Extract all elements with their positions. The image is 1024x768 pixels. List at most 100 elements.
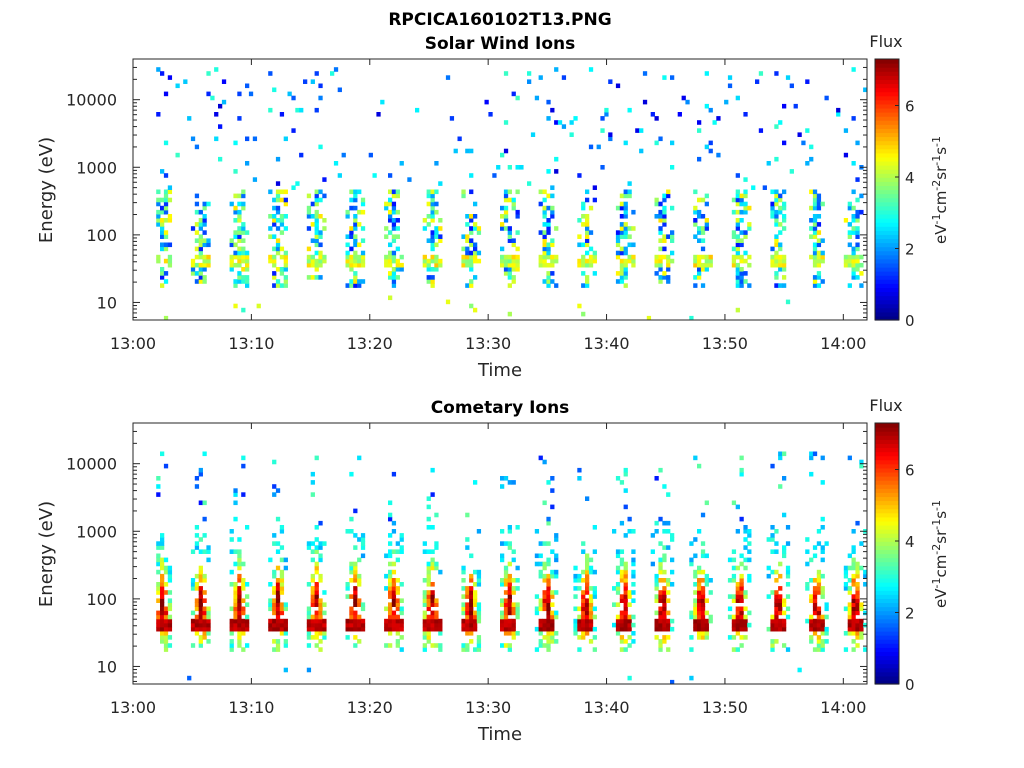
spectrogram-cell: [279, 218, 285, 223]
spectrogram-cell: [241, 279, 246, 284]
spectrogram-cell: [187, 675, 192, 681]
spectrogram-cell: [739, 267, 744, 272]
spectrogram-cell: [206, 618, 211, 624]
spectrogram-cell: [739, 553, 744, 559]
spectrogram-cell: [816, 622, 822, 628]
spectrogram-cell: [160, 586, 165, 591]
spectrogram-cell: [627, 635, 632, 640]
spectrogram-cell: [658, 209, 663, 215]
colorbar-frame: [874, 58, 900, 321]
spectrogram-cell: [577, 606, 582, 612]
spectrogram-cell: [167, 565, 173, 571]
spectrogram-cell: [160, 618, 165, 624]
spectrogram-cell: [623, 586, 628, 591]
spectrogram-cell: [430, 565, 435, 571]
spectrogram-cell: [241, 610, 246, 616]
spectrogram-cell: [353, 238, 358, 243]
spectrogram-cell: [666, 262, 671, 268]
spectrogram-cell: [820, 614, 825, 620]
spectrogram-cell: [245, 626, 250, 632]
spectrogram-cell: [700, 197, 706, 203]
spectrogram-cell: [283, 275, 288, 280]
spectrogram-cell: [388, 549, 393, 554]
spectrogram-cell: [391, 529, 397, 534]
spectrogram-cell: [163, 639, 169, 644]
spectrogram-cell: [395, 549, 400, 554]
spectrogram-cell: [778, 222, 783, 227]
spectrogram-cell: [310, 480, 315, 485]
spectrogram-cell: [194, 209, 200, 215]
spectrogram-cell: [183, 79, 188, 84]
spectrogram-cell: [816, 647, 822, 652]
spectrogram-cell: [434, 258, 439, 264]
spectrogram-cell: [156, 209, 161, 215]
spectrogram-cell: [314, 275, 319, 280]
spectrogram-cell: [666, 545, 671, 550]
spectrogram-cell: [631, 262, 636, 268]
spectrogram-cell: [275, 279, 281, 284]
spectrogram-cell: [585, 238, 590, 243]
spectrogram-cell: [774, 222, 779, 227]
spectrogram-cell: [774, 262, 779, 268]
spectrogram-cell: [233, 205, 238, 211]
spectrogram-cell: [275, 193, 281, 199]
spectrogram-cell: [279, 590, 285, 595]
spectrogram-cell: [727, 635, 733, 640]
spectrogram-cell: [438, 647, 443, 652]
spectrogram-cell: [774, 622, 779, 628]
spectrogram-cell: [233, 606, 238, 612]
spectrogram-cell: [283, 643, 288, 648]
spectrogram-cell: [542, 258, 547, 264]
spectrogram-cell: [546, 262, 551, 268]
spectrogram-cell: [399, 262, 404, 268]
colorbar-segment: [875, 504, 899, 510]
spectrogram-cell: [426, 222, 431, 227]
spectrogram-cell: [391, 254, 397, 260]
spectrogram-cell: [500, 152, 505, 158]
spectrogram-cell: [511, 258, 516, 264]
spectrogram-cell: [612, 586, 617, 591]
spectrogram-cell: [735, 267, 740, 272]
spectrogram-cell: [272, 533, 277, 538]
spectrogram-cell: [623, 602, 628, 607]
spectrogram-cell: [654, 618, 659, 624]
spectrogram-cell: [430, 275, 435, 280]
spectrogram-cell: [194, 573, 200, 579]
spectrogram-cell: [546, 520, 551, 526]
spectrogram-cell: [739, 626, 744, 632]
spectrogram-cell: [503, 271, 509, 276]
spectrogram-cell: [542, 214, 547, 219]
spectrogram-cell: [268, 602, 273, 607]
spectrogram-cell: [666, 492, 671, 497]
spectrogram-cell: [623, 275, 628, 280]
spectrogram-cell: [623, 569, 628, 575]
spectrogram-cell: [805, 128, 810, 133]
spectrogram-cell: [256, 303, 261, 309]
spectrogram-cell: [279, 582, 285, 587]
spectrogram-cell: [198, 238, 203, 243]
spectrogram-cell: [229, 631, 234, 636]
spectrogram-cell: [272, 618, 277, 624]
spectrogram-cell: [739, 561, 744, 567]
spectrogram-cell: [538, 622, 543, 628]
spectrogram-cell: [619, 214, 625, 219]
spectrogram-cell: [395, 639, 400, 644]
spectrogram-cell: [666, 520, 671, 526]
spectrogram-cell: [550, 279, 555, 284]
spectrogram-cell: [550, 569, 555, 575]
spectrogram-cell: [473, 594, 478, 599]
spectrogram-cell: [700, 226, 706, 231]
spectrogram-cell: [650, 112, 655, 117]
spectrogram-cell: [658, 467, 663, 473]
spectrogram-cell: [330, 71, 335, 76]
spectrogram-cell: [245, 622, 250, 628]
spectrogram-cell: [812, 586, 818, 591]
spectrogram-cell: [167, 598, 173, 603]
spectrogram-cell: [310, 541, 315, 546]
spectrogram-cell: [167, 75, 173, 80]
spectrogram-cell: [735, 226, 740, 231]
spectrogram-cell: [233, 218, 238, 223]
spectrogram-cell: [615, 549, 621, 554]
spectrogram-cell: [778, 586, 783, 591]
spectrogram-cell: [851, 594, 856, 599]
